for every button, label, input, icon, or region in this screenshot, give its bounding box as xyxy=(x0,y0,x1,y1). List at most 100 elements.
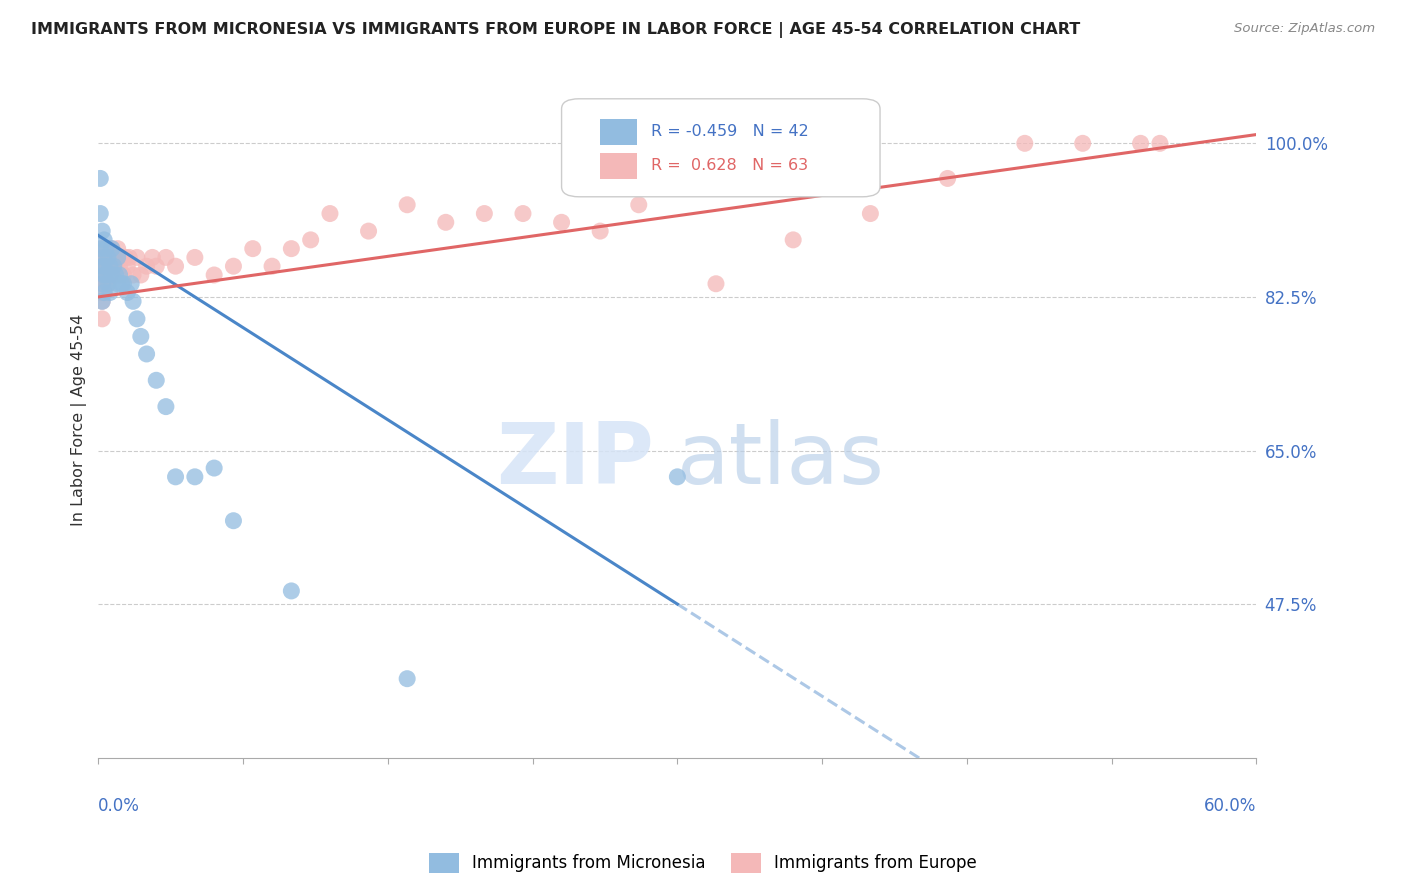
Point xyxy=(93,285,115,300)
Point xyxy=(97,277,120,291)
Point xyxy=(97,251,120,265)
Text: R =  0.628   N = 63: R = 0.628 N = 63 xyxy=(651,158,808,173)
Point xyxy=(103,259,125,273)
Point xyxy=(107,251,129,265)
Point xyxy=(357,224,380,238)
Point xyxy=(141,251,163,265)
Point xyxy=(122,268,145,282)
Point xyxy=(202,268,225,282)
Point xyxy=(627,198,650,212)
Point xyxy=(91,311,114,326)
Point xyxy=(94,268,117,282)
Point xyxy=(101,268,124,282)
Point xyxy=(222,259,245,273)
Text: 60.0%: 60.0% xyxy=(1204,797,1257,814)
Point xyxy=(165,259,187,273)
FancyBboxPatch shape xyxy=(561,99,880,197)
Point xyxy=(98,251,121,265)
Point xyxy=(110,251,132,265)
Point xyxy=(155,400,177,414)
Point xyxy=(129,268,152,282)
Point xyxy=(98,259,121,273)
Point xyxy=(936,171,959,186)
Point xyxy=(242,242,264,256)
Point xyxy=(859,206,882,220)
Point xyxy=(145,373,167,387)
Point xyxy=(112,277,135,291)
Text: 0.0%: 0.0% xyxy=(98,797,141,814)
Point xyxy=(260,259,283,273)
Point xyxy=(89,242,111,256)
Point xyxy=(117,285,139,300)
Point xyxy=(101,242,124,256)
Point xyxy=(434,215,457,229)
Point xyxy=(135,347,157,361)
Point xyxy=(108,259,131,273)
Point xyxy=(704,277,727,291)
Point xyxy=(120,277,142,291)
Point xyxy=(93,268,115,282)
Point xyxy=(93,268,115,282)
Point xyxy=(129,329,152,343)
Point xyxy=(97,259,120,273)
Point xyxy=(782,233,804,247)
Point xyxy=(107,242,129,256)
Bar xyxy=(600,119,637,145)
Point xyxy=(118,251,141,265)
Point xyxy=(93,285,115,300)
Point xyxy=(91,277,114,291)
Point xyxy=(125,311,148,326)
Text: IMMIGRANTS FROM MICRONESIA VS IMMIGRANTS FROM EUROPE IN LABOR FORCE | AGE 45-54 : IMMIGRANTS FROM MICRONESIA VS IMMIGRANTS… xyxy=(31,22,1080,38)
Point xyxy=(93,251,115,265)
Point xyxy=(1129,136,1152,151)
Point xyxy=(114,251,136,265)
Point xyxy=(165,470,187,484)
Point xyxy=(145,259,167,273)
Text: ZIP: ZIP xyxy=(496,419,654,502)
Point xyxy=(1014,136,1036,151)
Point xyxy=(104,259,127,273)
Point xyxy=(299,233,322,247)
Point xyxy=(89,206,111,220)
Point xyxy=(107,277,129,291)
Point xyxy=(89,251,111,265)
Point xyxy=(98,268,121,282)
Point xyxy=(91,259,114,273)
Point xyxy=(122,294,145,309)
Point xyxy=(89,171,111,186)
Point xyxy=(107,251,129,265)
Text: atlas: atlas xyxy=(678,419,886,502)
Point xyxy=(184,251,207,265)
Point xyxy=(91,224,114,238)
Point xyxy=(91,294,114,309)
Text: Source: ZipAtlas.com: Source: ZipAtlas.com xyxy=(1234,22,1375,36)
Point xyxy=(396,672,419,686)
Point xyxy=(104,268,127,282)
Point xyxy=(94,242,117,256)
Point xyxy=(97,242,120,256)
Y-axis label: In Labor Force | Age 45-54: In Labor Force | Age 45-54 xyxy=(72,314,87,526)
Point xyxy=(319,206,342,220)
Point xyxy=(110,277,132,291)
Point xyxy=(91,294,114,309)
Point xyxy=(89,285,111,300)
Point xyxy=(135,259,157,273)
Point xyxy=(89,268,111,282)
Point xyxy=(472,206,495,220)
Point xyxy=(280,583,302,598)
Point xyxy=(94,277,117,291)
Point xyxy=(1071,136,1094,151)
Point xyxy=(396,198,419,212)
Point xyxy=(112,268,135,282)
Point xyxy=(117,259,139,273)
Point xyxy=(1149,136,1171,151)
Legend: Immigrants from Micronesia, Immigrants from Europe: Immigrants from Micronesia, Immigrants f… xyxy=(422,847,984,880)
Point xyxy=(108,268,131,282)
Text: R = -0.459   N = 42: R = -0.459 N = 42 xyxy=(651,124,808,139)
Point xyxy=(98,285,121,300)
Point xyxy=(93,259,115,273)
Point xyxy=(101,259,124,273)
Point xyxy=(666,470,689,484)
Point xyxy=(91,277,114,291)
Point xyxy=(91,259,114,273)
